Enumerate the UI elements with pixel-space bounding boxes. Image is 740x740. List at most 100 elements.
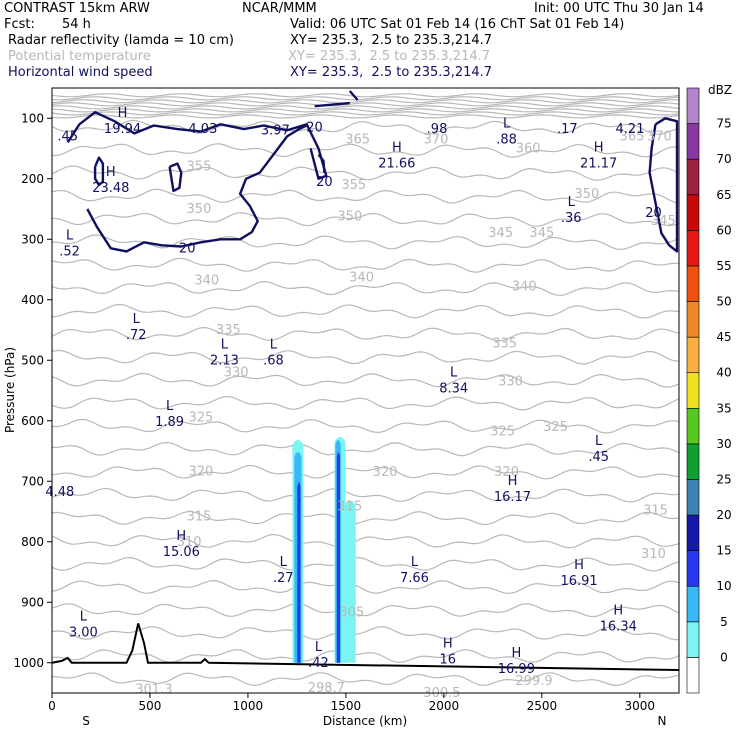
theta-label: 350 <box>574 187 599 202</box>
wind-extremum-value: 23.48 <box>92 181 129 196</box>
theta-contour-line <box>52 556 679 572</box>
theta-label: 340 <box>512 279 537 294</box>
field-name-reflectivity: Radar reflectivity (lamda = 10 cm) <box>8 33 234 48</box>
wind-extremum-value: 16.91 <box>560 574 597 589</box>
theta-contours <box>52 93 679 687</box>
wind-extremum-value: 2.13 <box>210 353 239 368</box>
wind-extremum-kind: L <box>221 337 229 352</box>
colorbar-segment <box>686 550 700 587</box>
x-tick-label: 500 <box>139 699 162 713</box>
colorbar-tick-label: 25 <box>716 472 731 486</box>
theta-label: 315 <box>337 500 362 515</box>
theta-label: 310 <box>177 535 202 550</box>
theta-contour-line <box>52 372 679 388</box>
theta-label: 330 <box>498 374 523 389</box>
colorbar-tick-label: 70 <box>716 152 731 166</box>
wind-extremum-value: .98 <box>427 122 448 137</box>
wind-extremum-value: .72 <box>126 328 147 343</box>
theta-contour-line <box>52 533 679 549</box>
colorbar-segment <box>686 479 700 516</box>
colorbar-segment <box>686 265 700 302</box>
y-axis-label: Pressure (hPa) <box>3 347 17 433</box>
theta-contour-line <box>52 441 679 457</box>
theta-label: 345 <box>529 226 554 241</box>
colorbar-tick-label: 15 <box>716 544 731 558</box>
theta-contour-line <box>52 114 679 119</box>
wind-extremum-kind: L <box>133 312 141 327</box>
y-tick-label: 300 <box>21 232 44 246</box>
colorbar-tick-label: 45 <box>716 330 731 344</box>
wind-contour-line <box>314 101 350 108</box>
wind-extremum-value: 7.66 <box>400 571 429 586</box>
colorbar-tick-label: 30 <box>716 437 731 451</box>
x-tick-label: 2500 <box>527 699 558 713</box>
theta-label: 299.9 <box>515 674 552 689</box>
theta-contour-line <box>52 93 679 98</box>
theta-contour-line <box>52 280 679 296</box>
wind-contour-line <box>348 90 359 101</box>
theta-contour-line <box>52 212 679 227</box>
theta-label: 355 <box>341 178 366 193</box>
wind-extremum-value: .45 <box>57 129 78 144</box>
theta-label: 315 <box>643 503 668 518</box>
field-xy-theta: XY= 235.3, 2.5 to 235.3,214.7 <box>288 49 491 64</box>
colorbar-segment <box>686 407 700 445</box>
wind-contour-line <box>317 153 326 173</box>
theta-contour-line <box>52 257 679 273</box>
wind-extremum-value: 3.00 <box>69 626 98 641</box>
wind-extremum-kind: H <box>594 141 604 156</box>
model-title: CONTRAST 15km ARW <box>4 1 150 16</box>
theta-contour-line <box>52 672 679 687</box>
theta-label: 298.7 <box>308 681 345 696</box>
colorbar-segment <box>686 657 700 694</box>
wind-contour-line <box>648 117 679 253</box>
reflectivity-cell <box>297 482 301 663</box>
colorbar-segment <box>686 158 700 196</box>
wind-extremum-kind: H <box>613 603 623 618</box>
colorbar-tick-label: 50 <box>716 295 731 309</box>
colorbar-tick-label: 35 <box>716 401 731 415</box>
wind-extremum-value: .42 <box>308 656 329 671</box>
theta-label: 335 <box>216 323 241 338</box>
x-tick-label: 0 <box>48 699 56 713</box>
y-tick-label: 800 <box>21 535 44 549</box>
theta-contour-line <box>52 626 679 641</box>
colorbar-tick-label: 5 <box>720 615 728 629</box>
theta-label: 370 <box>424 132 449 147</box>
terrain-line <box>52 623 679 671</box>
wind-extremum-value: 19.94 <box>104 122 141 137</box>
wind-extremum-value: .36 <box>561 211 582 226</box>
init-time: Init: 00 UTC Thu 30 Jan 14 <box>534 1 704 16</box>
colorbar-segment <box>686 87 700 124</box>
y-tick-label: 1000 <box>13 656 44 670</box>
theta-label: 320 <box>373 465 398 480</box>
colorbar-segment <box>686 336 700 374</box>
wind-contour-label: 20 <box>306 120 323 135</box>
colorbar-segment <box>686 301 700 338</box>
wind-contour-label: 20 <box>179 241 196 256</box>
colorbar-segment <box>686 621 700 658</box>
wind-extremum-value: 15.06 <box>163 545 200 560</box>
colorbar-segment <box>686 372 700 409</box>
wind-extremum-value: 3.97 <box>261 123 290 138</box>
wind-extremum-kind: L <box>270 337 278 352</box>
wind-extremum-kind: H <box>392 141 402 156</box>
wind-extremum-value: .68 <box>263 353 284 368</box>
field-xy-wind: XY= 235.3, 2.5 to 235.3,214.7 <box>290 65 493 80</box>
theta-label: 325 <box>188 411 213 426</box>
theta-label: 305 <box>339 606 364 621</box>
theta-label: 365 <box>345 132 370 147</box>
wind-contour-label: 20 <box>316 175 333 190</box>
theta-contour-line <box>52 102 679 107</box>
theta-contour-line <box>52 234 679 251</box>
wind-extremum-kind: L <box>411 555 419 570</box>
theta-label: 340 <box>194 273 219 288</box>
axes: 0 500 1000 1500 2000 2500 3000 100 200 300 400 500 6… <box>13 111 655 713</box>
theta-label: 350 <box>337 209 362 224</box>
theta-label: 345 <box>488 226 513 241</box>
theta-contour-line <box>52 464 679 480</box>
y-tick-label: 600 <box>21 414 44 428</box>
colorbar-segment <box>686 514 700 551</box>
theta-label: 350 <box>187 202 212 217</box>
colorbar-tick-label: 60 <box>716 223 731 237</box>
